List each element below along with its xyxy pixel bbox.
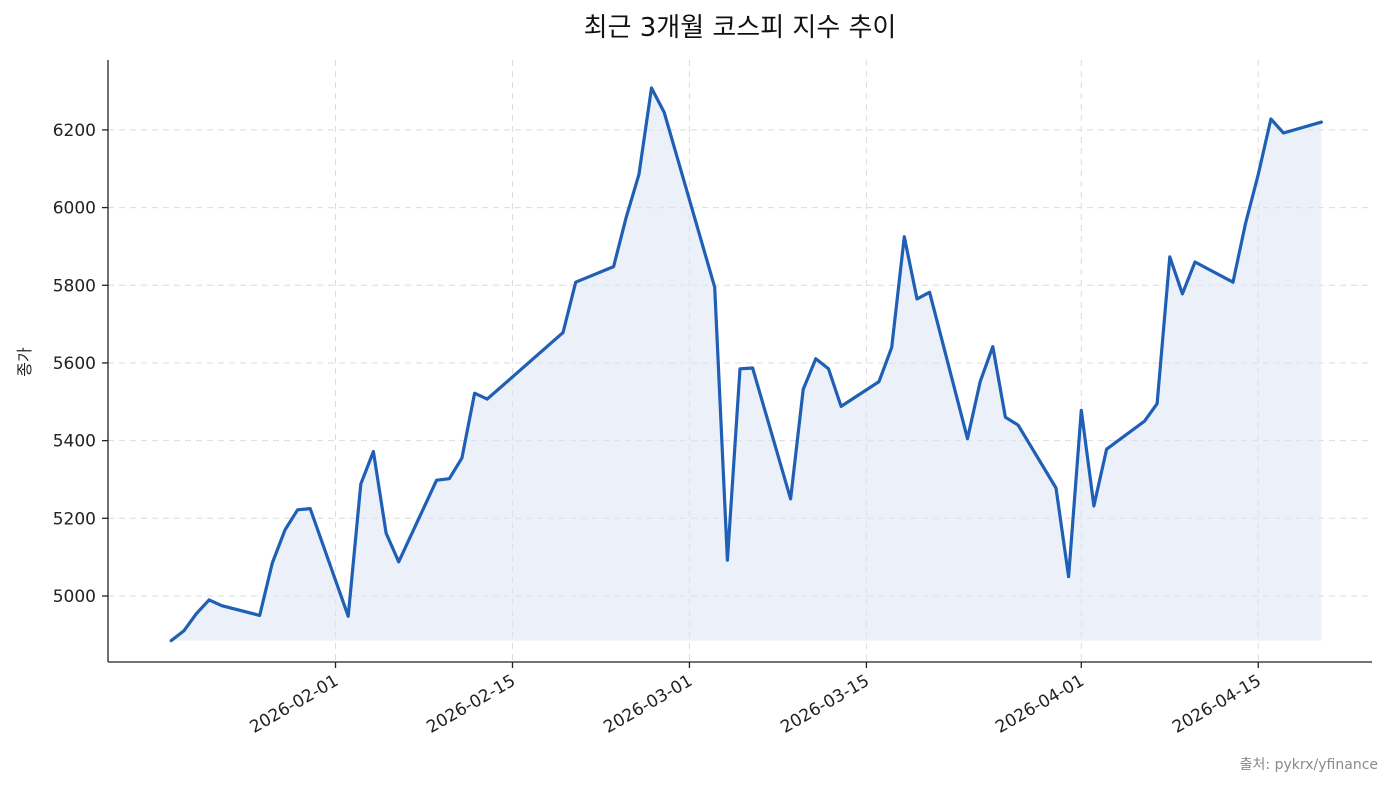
y-axis-ticks: 5000 5200 5400 5600 5800 6000 6200 (53, 121, 108, 607)
x-tick-label: 2026-02-15 (423, 671, 519, 738)
area-fill (171, 88, 1322, 641)
chart-title: 최근 3개월 코스피 지수 추이 (584, 13, 897, 43)
x-tick-label: 2026-03-01 (600, 671, 696, 738)
x-tick-label: 2026-04-01 (992, 671, 1088, 738)
y-tick-label: 5200 (53, 509, 96, 529)
x-axis-ticks: 2026-02-01 2026-02-15 2026-03-01 2026-03-15… (246, 662, 1265, 738)
y-axis-label: 종가 (15, 347, 34, 377)
source-note: 출처: pykrx/yfinance (1240, 757, 1378, 773)
x-tick-label: 2026-02-01 (246, 671, 342, 738)
y-tick-label: 6000 (53, 199, 96, 219)
x-tick-label: 2026-03-15 (777, 671, 873, 738)
series-line (169, 86, 1323, 643)
x-tick-label: 2026-04-15 (1169, 671, 1265, 738)
y-tick-label: 5400 (53, 432, 96, 452)
y-tick-label: 5600 (53, 354, 96, 374)
y-tick-label: 5000 (53, 587, 96, 607)
y-tick-label: 6200 (53, 121, 96, 141)
y-tick-label: 5800 (53, 276, 96, 296)
